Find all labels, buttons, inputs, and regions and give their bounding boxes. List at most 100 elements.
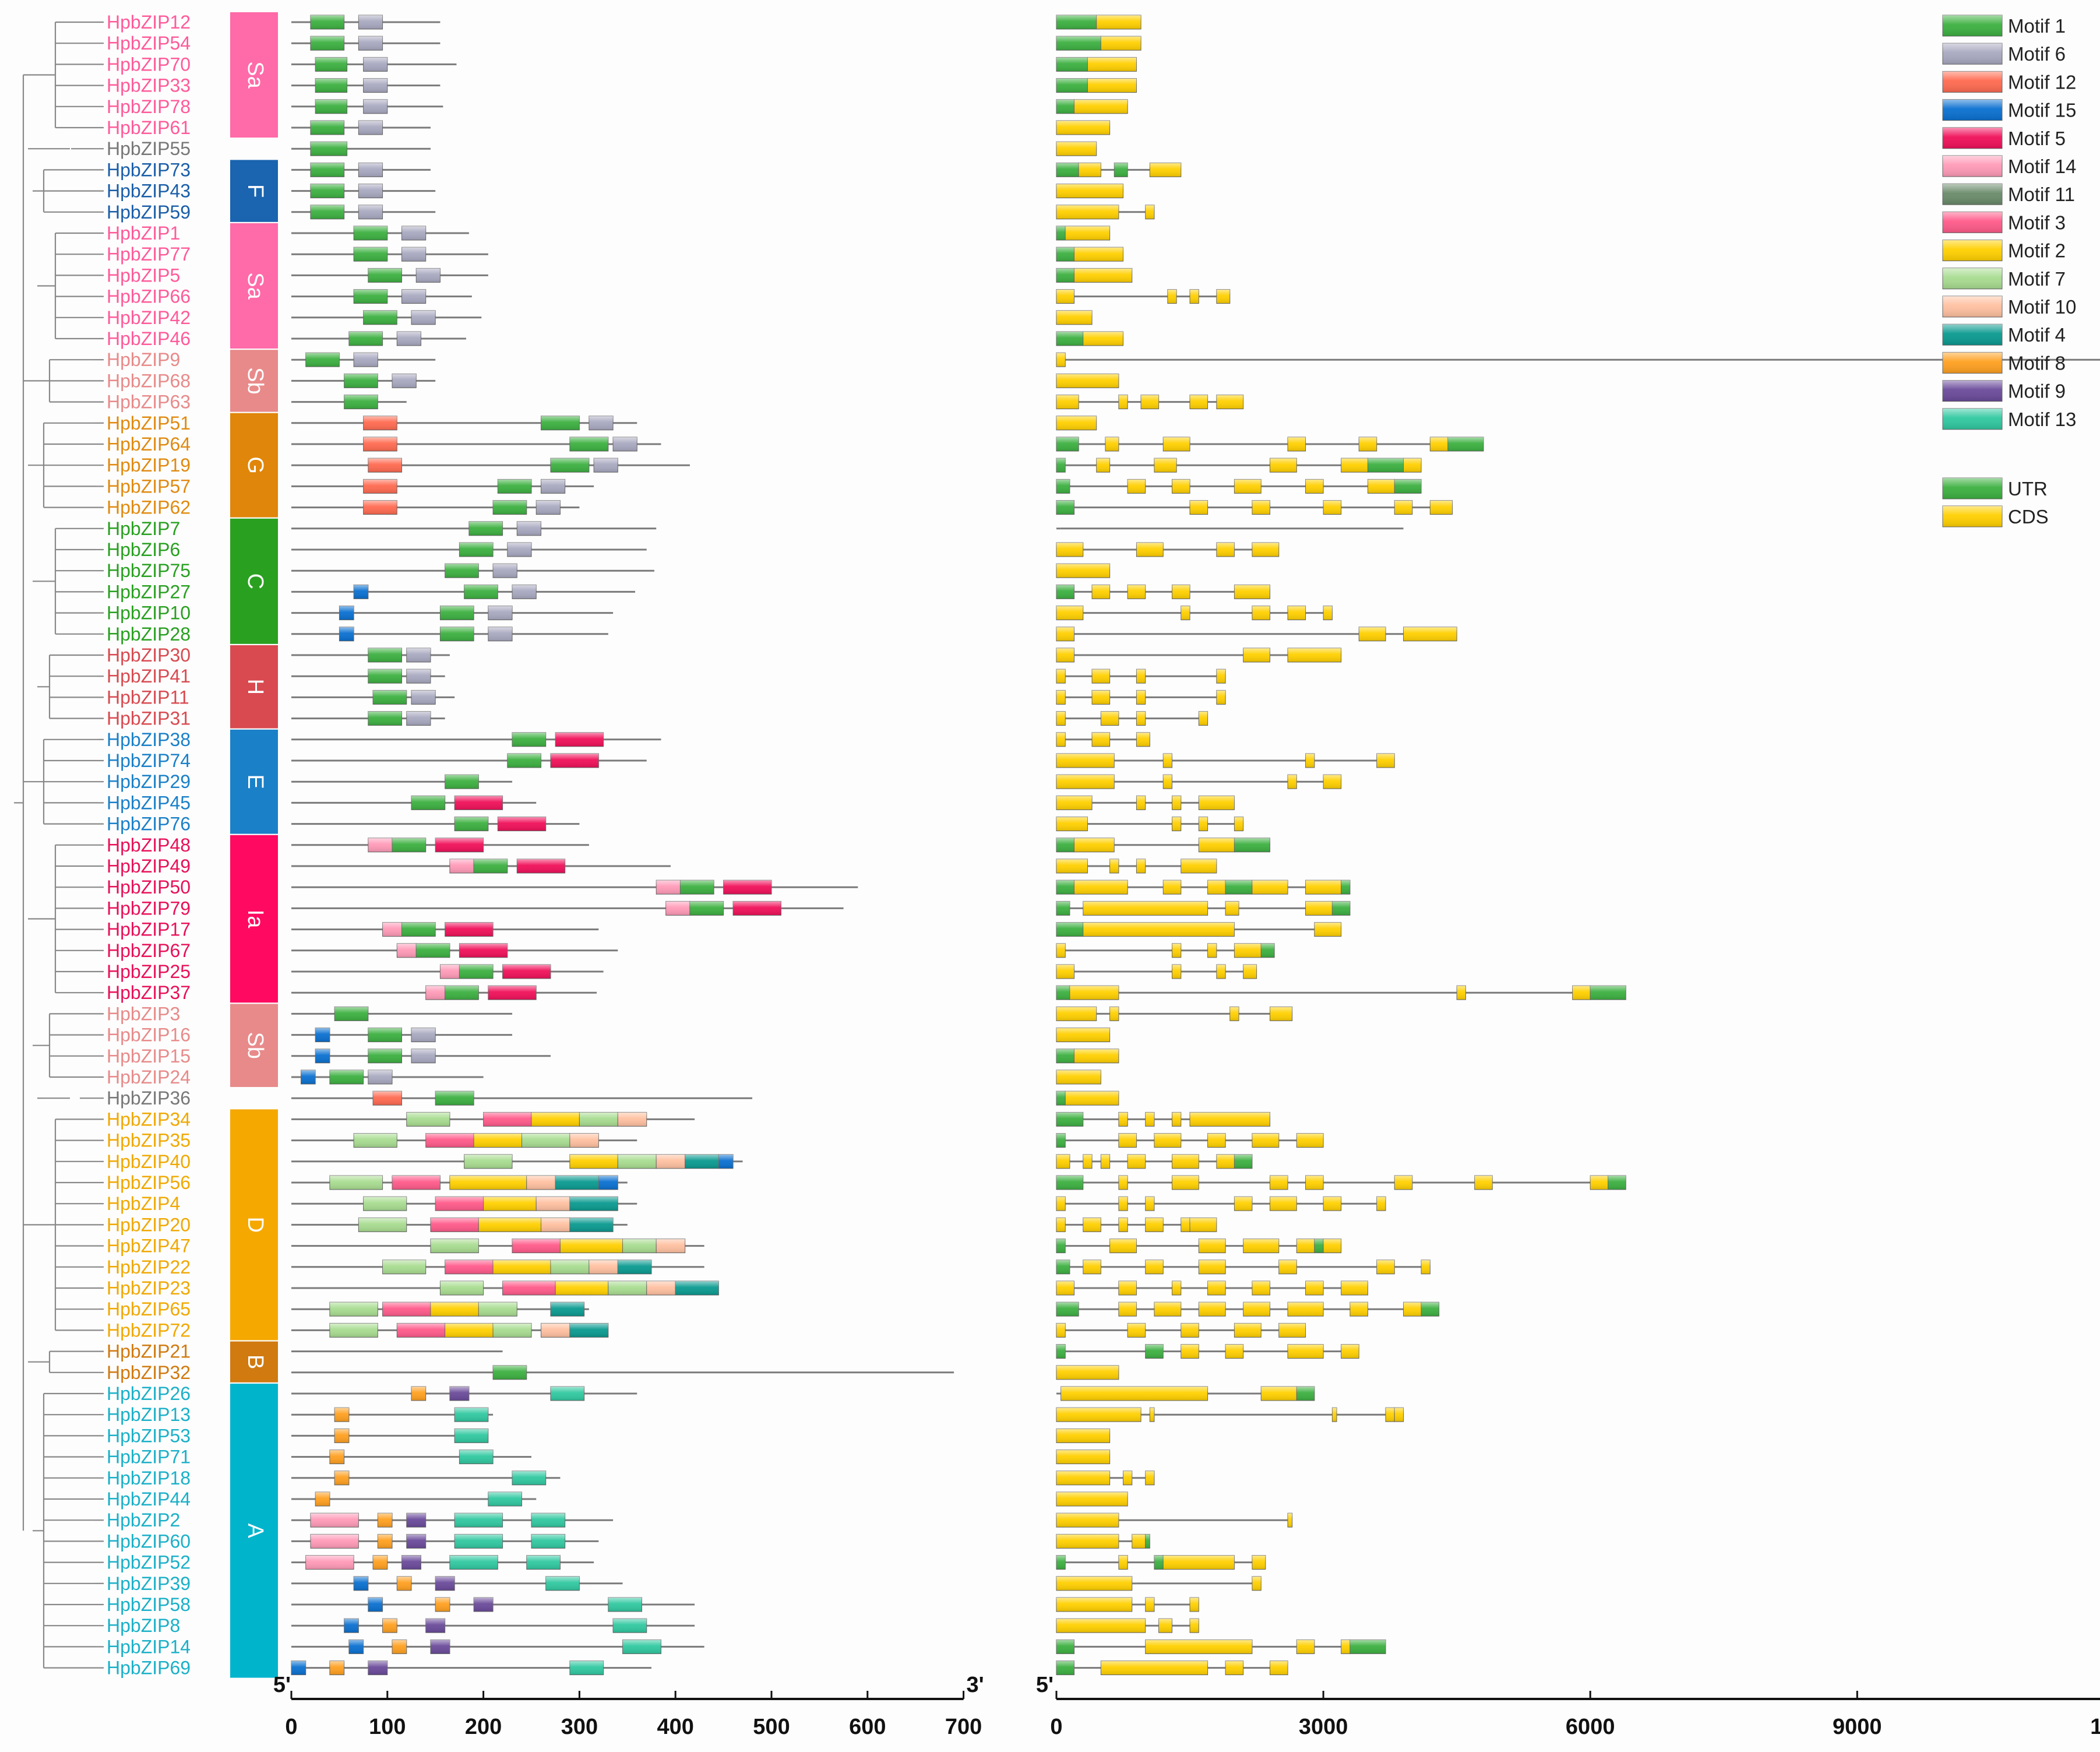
block-gloss [1118, 1555, 1128, 1570]
class-label-10: D [243, 1217, 267, 1233]
motif-gloss [406, 1513, 426, 1528]
block-gloss [1199, 838, 1235, 852]
motif-gloss [435, 1197, 484, 1211]
motif-gloss [445, 922, 494, 937]
block-gloss [1056, 986, 1070, 1000]
block-gloss [1172, 965, 1181, 979]
block-gloss [1332, 1408, 1337, 1422]
block-gloss [1069, 986, 1119, 1000]
gene-names: HpbZIP12HpbZIP54HpbZIP70HpbZIP33HpbZIP78… [107, 12, 191, 1679]
motif-gloss [541, 1218, 570, 1232]
gene-name: HpbZIP65 [107, 1299, 191, 1320]
block-gloss [1323, 500, 1341, 515]
block-gloss [1323, 1197, 1341, 1211]
block-gloss [1056, 437, 1079, 451]
class-bar-11 [230, 1341, 278, 1382]
legend-label: Motif 9 [2008, 381, 2066, 402]
block-gloss [1270, 1197, 1297, 1211]
motif-gloss [488, 1492, 522, 1506]
block-gloss [1234, 817, 1243, 831]
block-gloss [1145, 1112, 1154, 1127]
class-bar-2 [230, 223, 278, 349]
motif-gloss [608, 1598, 642, 1612]
motif-gloss [512, 1470, 546, 1485]
block-gloss [1590, 986, 1626, 1000]
motif-gloss [517, 859, 565, 873]
block-gloss [1234, 943, 1262, 958]
motif-gloss [445, 986, 479, 1000]
motif-gloss [569, 1218, 614, 1232]
block-gloss [1376, 1197, 1386, 1211]
block-gloss [1056, 1429, 1110, 1443]
block-gloss [1394, 500, 1412, 515]
block-gloss [1234, 585, 1270, 599]
block-gloss [1056, 1154, 1070, 1169]
gene-name: HpbZIP28 [107, 624, 191, 645]
motif-gloss [675, 1281, 719, 1295]
block-gloss [1199, 711, 1208, 726]
gene-name: HpbZIP74 [107, 750, 191, 771]
gene-name: HpbZIP14 [107, 1636, 191, 1657]
block-gloss [1252, 1133, 1279, 1148]
block-gloss [1065, 226, 1110, 240]
block-gloss [1056, 1492, 1128, 1506]
motif-gloss [368, 1070, 393, 1084]
gene-name: HpbZIP63 [107, 392, 191, 413]
class-bar-12 [230, 1384, 278, 1678]
block-gloss [1181, 859, 1217, 873]
gene-name: HpbZIP4 [107, 1193, 180, 1214]
class-bar-5 [230, 518, 278, 644]
gene-name: HpbZIP59 [107, 202, 191, 223]
gene-name: HpbZIP72 [107, 1320, 191, 1341]
motif-gloss [392, 374, 417, 388]
gene-name: HpbZIP69 [107, 1658, 191, 1679]
motif-gloss [354, 247, 387, 262]
block-gloss [1447, 437, 1484, 451]
motif-gloss [550, 754, 599, 768]
motif-gloss [358, 163, 383, 177]
motif-gloss [310, 36, 344, 51]
block-gloss [1341, 458, 1368, 473]
legend-label: Motif 14 [2008, 156, 2076, 177]
block-gloss [1056, 78, 1088, 93]
block-gloss [1109, 859, 1119, 873]
motif-gloss [449, 1176, 527, 1190]
block-gloss [1243, 1302, 1270, 1317]
block-gloss [1270, 458, 1297, 473]
class-label-2: Sa [243, 272, 267, 300]
block-gloss [1114, 163, 1128, 177]
gene-name: HpbZIP16 [107, 1025, 191, 1046]
motif-gloss [310, 1534, 359, 1549]
gene-name: HpbZIP11 [107, 687, 189, 708]
motif-gloss [459, 543, 494, 557]
block-gloss [1216, 1154, 1235, 1169]
block-gloss [1056, 1176, 1083, 1190]
motif-gloss [334, 1470, 349, 1485]
motif-gloss [291, 1660, 306, 1675]
block-gloss [1056, 1576, 1132, 1591]
block-gloss [1056, 1007, 1097, 1021]
block-gloss [1101, 1660, 1208, 1675]
motif-gloss [344, 374, 378, 388]
block-gloss [1421, 1302, 1439, 1317]
motif-gloss [305, 1555, 354, 1570]
motif-gloss [392, 1176, 441, 1190]
block-gloss [1074, 247, 1123, 262]
motif-gloss [430, 1640, 450, 1654]
block-gloss [1172, 1176, 1199, 1190]
legend-swatch-gloss [1943, 352, 2002, 374]
gene-name: HpbZIP13 [107, 1404, 191, 1425]
gene-name: HpbZIP19 [107, 455, 191, 476]
block-gloss [1314, 1239, 1324, 1253]
legend-swatch-gloss [1943, 15, 2002, 36]
block-gloss [1092, 669, 1110, 684]
block-gloss [1145, 1598, 1154, 1612]
motif-gloss [435, 1598, 450, 1612]
legend-swatch-gloss [1943, 71, 2002, 93]
motif-gloss [416, 268, 441, 283]
block-gloss [1261, 943, 1275, 958]
block-gloss [1172, 1154, 1199, 1169]
motif-gloss [354, 585, 368, 599]
block-gloss [1136, 543, 1164, 557]
motif-gloss [569, 1154, 618, 1169]
